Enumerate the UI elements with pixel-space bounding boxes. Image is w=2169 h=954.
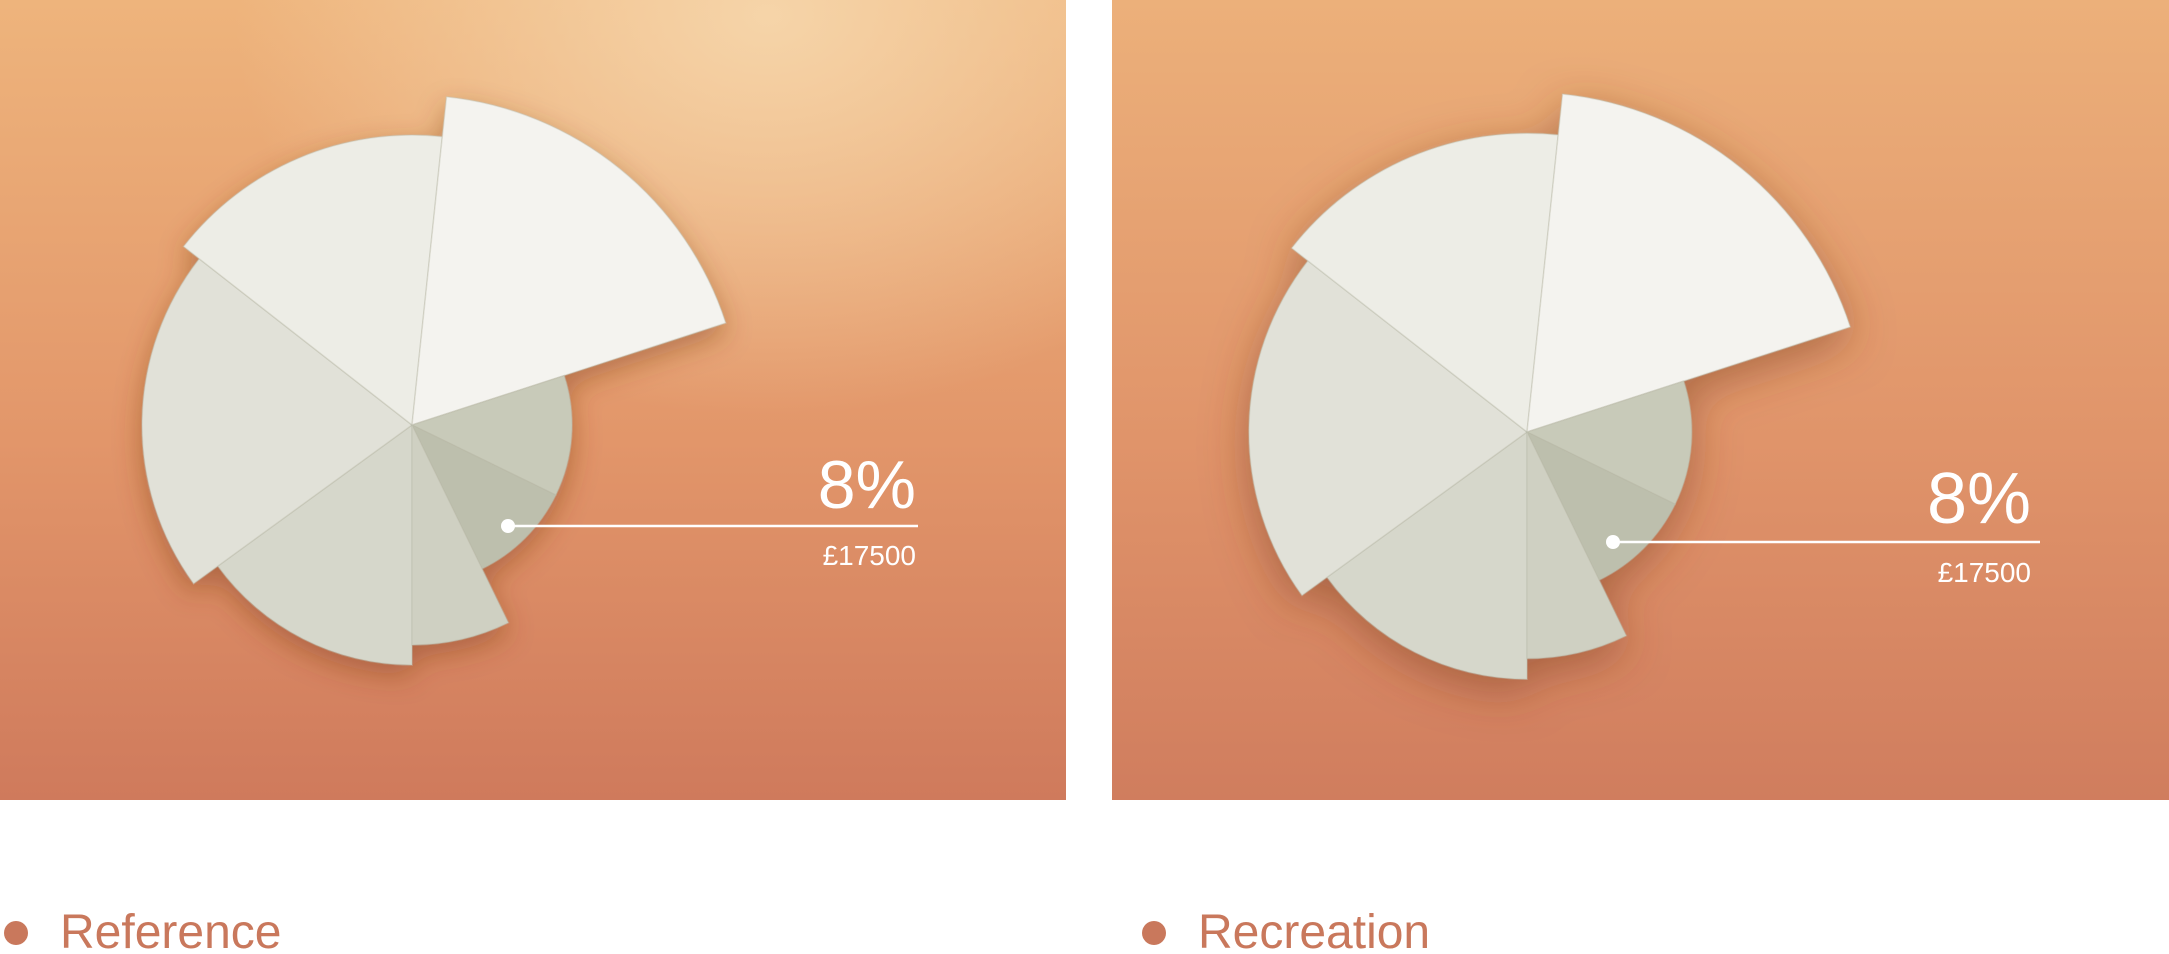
reference-panel: 8% £17500 — [0, 0, 1066, 800]
reference-pie-chart: 8% £17500 — [0, 0, 1066, 800]
recreation-panel: 8% £17500 — [1112, 0, 2169, 800]
pie-slice-callout — [410, 423, 557, 570]
pie-slice-bottom-left — [1325, 430, 1528, 680]
pie-slice-right — [410, 374, 573, 497]
pie-slices — [141, 95, 727, 666]
callout-dot — [501, 519, 515, 533]
callout: 8% £17500 — [501, 447, 918, 571]
caption-dot-icon — [4, 921, 28, 945]
pie-slice-upper-left — [182, 134, 444, 427]
pie-slice-bottom — [411, 424, 510, 646]
caption-label: Reference — [60, 906, 282, 954]
pie-slice-right — [1525, 380, 1693, 506]
callout: 8% £17500 — [1606, 459, 2040, 588]
callout-percent-label: 8% — [818, 447, 916, 523]
recreation-caption: Recreation — [1142, 905, 1430, 954]
callout-value-label: £17500 — [823, 540, 916, 571]
reference-caption: Reference — [4, 905, 281, 954]
pie-slice-bottom — [1526, 431, 1628, 660]
caption-label: Recreation — [1198, 906, 1431, 954]
caption-dot-icon — [1142, 921, 1166, 945]
pie-slice-left — [141, 257, 414, 585]
callout-value-label: £17500 — [1938, 557, 2031, 588]
pie-slice-top-right — [1526, 93, 1852, 434]
pie-slice-top-right — [411, 95, 727, 427]
callout-dot — [1606, 535, 1620, 549]
pie-slice-left — [1248, 259, 1529, 597]
pie-slice-bottom-left — [216, 423, 413, 666]
callout-percent-label: 8% — [1927, 459, 2031, 539]
pie-slice-upper-left — [1290, 132, 1560, 434]
recreation-pie-chart: 8% £17500 — [1112, 0, 2169, 800]
